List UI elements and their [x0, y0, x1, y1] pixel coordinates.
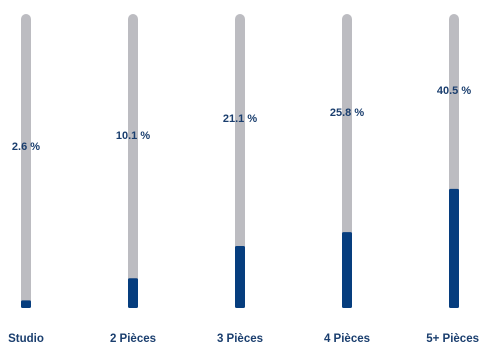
category-label-4: 5+ Pièces — [426, 333, 479, 343]
bar-track-1 — [128, 14, 138, 308]
value-label-1: 10.1 % — [116, 130, 150, 142]
value-label-0: 2.6 % — [12, 141, 40, 153]
bar-fill-3 — [342, 232, 352, 308]
bars-group: 2.6 % Studio 10.1 % 2 Pièces 21.1 % 3 Pièces 2… — [8, 14, 479, 343]
bar-fill-1 — [128, 278, 138, 308]
category-label-1: 2 Pièces — [110, 333, 156, 343]
bar-fill-0 — [21, 300, 31, 308]
bar-fill-4 — [449, 188, 459, 308]
value-label-4: 40.5 % — [437, 85, 471, 97]
value-label-2: 21.1 % — [223, 113, 257, 125]
value-label-3: 25.8 % — [330, 107, 364, 119]
category-label-2: 3 Pièces — [217, 333, 263, 343]
bar-fill-2 — [235, 245, 245, 308]
bar-track-0 — [21, 14, 31, 308]
bar-track-2 — [235, 14, 245, 308]
category-label-0: Studio — [8, 333, 44, 343]
category-label-3: 4 Pièces — [324, 333, 370, 343]
